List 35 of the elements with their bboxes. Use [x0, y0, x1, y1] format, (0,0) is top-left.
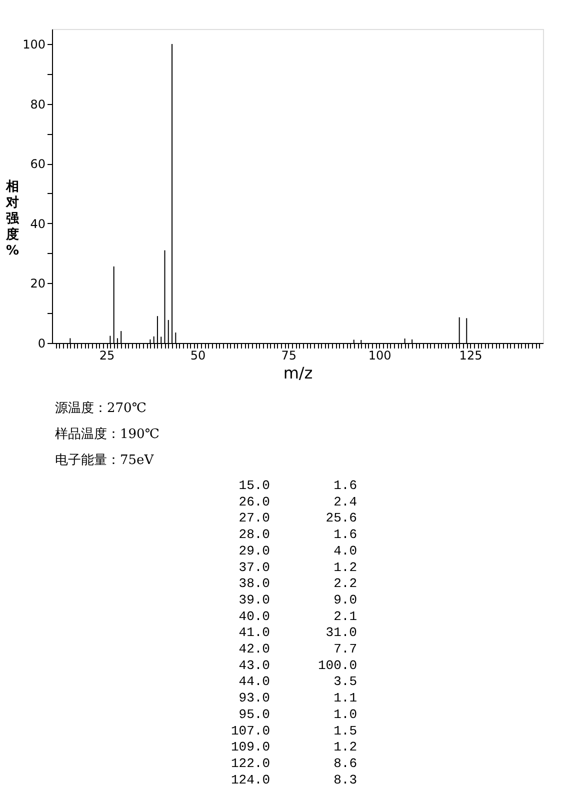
x-tick-label: 25	[99, 348, 115, 362]
x-tick-label: 100	[368, 348, 392, 362]
text: 38.0 2.2	[238, 576, 357, 592]
text: 样品温度：190℃	[55, 426, 160, 442]
text: 40.0 2.1	[238, 608, 357, 624]
y-axis-title: 相对强度%	[5, 180, 20, 258]
text: 42.0 7.7	[238, 642, 357, 656]
text: 122.0 8.6	[230, 756, 357, 771]
text: 37.0 1.2	[238, 560, 357, 575]
text: 41.0 31.0	[238, 625, 357, 640]
text: 107.0 1.5	[230, 723, 357, 738]
text: 28.0 1.6	[238, 527, 357, 542]
x-tick-label: 50	[190, 348, 206, 362]
text: 26.0 2.4	[238, 494, 357, 510]
text: 源温度：270℃	[55, 400, 146, 416]
x-tick-label: 75	[281, 348, 297, 362]
text: 电子能量：75eV	[55, 453, 154, 468]
y-tick-label: 60	[30, 157, 46, 172]
x-tick-label: 125	[459, 348, 482, 362]
text: 43.0 100.0	[238, 658, 357, 673]
text: 15.0 1.6	[238, 478, 357, 493]
y-tick-label: 100	[22, 37, 46, 52]
text: 27.0 25.6	[238, 510, 357, 526]
text: 29.0 4.0	[238, 543, 357, 558]
y-tick-label: 40	[30, 216, 46, 231]
y-tick-label: 80	[30, 97, 46, 112]
text: 39.0 9.0	[238, 592, 357, 608]
text: 44.0 3.5	[238, 674, 357, 690]
y-tick-label: 20	[30, 276, 46, 291]
text: 93.0 1.1	[238, 690, 357, 706]
text: 124.0 8.3	[230, 772, 357, 788]
y-tick-label: 0	[38, 336, 46, 350]
text: 95.0 1.0	[238, 706, 357, 722]
x-axis-title: m/z	[283, 364, 313, 382]
text: 109.0 1.2	[230, 740, 357, 755]
